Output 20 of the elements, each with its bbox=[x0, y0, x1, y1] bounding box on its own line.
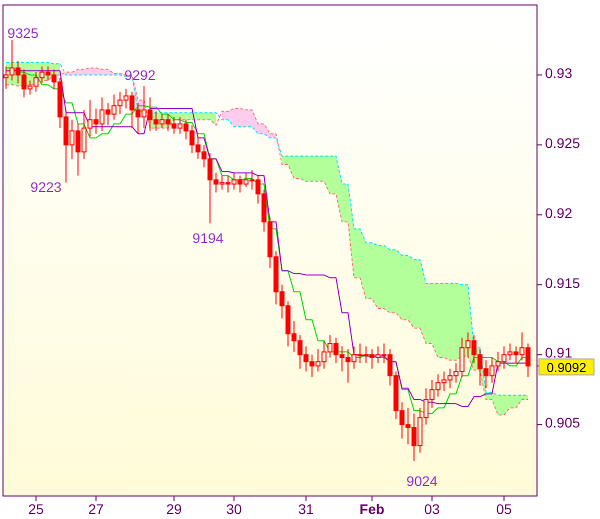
annotation: 9325 bbox=[7, 25, 39, 41]
x-tick-label: 27 bbox=[88, 501, 104, 517]
x-tick-label: 03 bbox=[424, 501, 440, 517]
x-tick-label: 31 bbox=[298, 501, 314, 517]
y-tick-label: 0.925 bbox=[545, 134, 580, 151]
annotation: 9024 bbox=[406, 473, 438, 489]
y-tick-label: 0.905 bbox=[545, 414, 580, 431]
y-tick-label: 0.93 bbox=[545, 64, 572, 81]
y-tick-label: 0.92 bbox=[545, 204, 572, 221]
y-tick-label: 0.915 bbox=[545, 274, 580, 291]
text: 0.9092 bbox=[546, 360, 586, 375]
x-tick-label: 30 bbox=[226, 501, 242, 517]
annotation: 9292 bbox=[124, 67, 156, 83]
x-tick-label: 29 bbox=[166, 501, 182, 517]
x-tick-label: Feb bbox=[360, 501, 384, 517]
annotation: 9194 bbox=[192, 230, 224, 246]
annotation: 9223 bbox=[30, 179, 62, 195]
y-tick-label: 0.91 bbox=[545, 344, 572, 361]
x-tick-label: 05 bbox=[496, 501, 512, 517]
x-tick-label: 25 bbox=[28, 501, 44, 517]
